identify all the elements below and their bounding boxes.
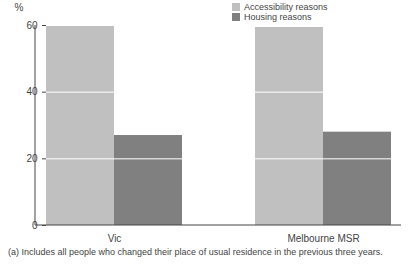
html-text:Accessibility reasons: Accessibility reasons [244,2,328,12]
html-text:(a) Includes all people who ch: (a) Includes all people who changed thei… [8,247,383,257]
svg-text:40: 40 [26,86,38,97]
html-text:Housing reasons: Housing reasons [244,12,312,22]
svg-text:Vic: Vic [108,233,122,244]
svg-text:0: 0 [31,219,38,231]
svg-text:Melbourne MSR: Melbourne MSR [287,233,359,244]
svg-text:%: % [15,2,24,13]
svg-text:20: 20 [26,153,38,164]
svg-text:60: 60 [26,20,38,31]
